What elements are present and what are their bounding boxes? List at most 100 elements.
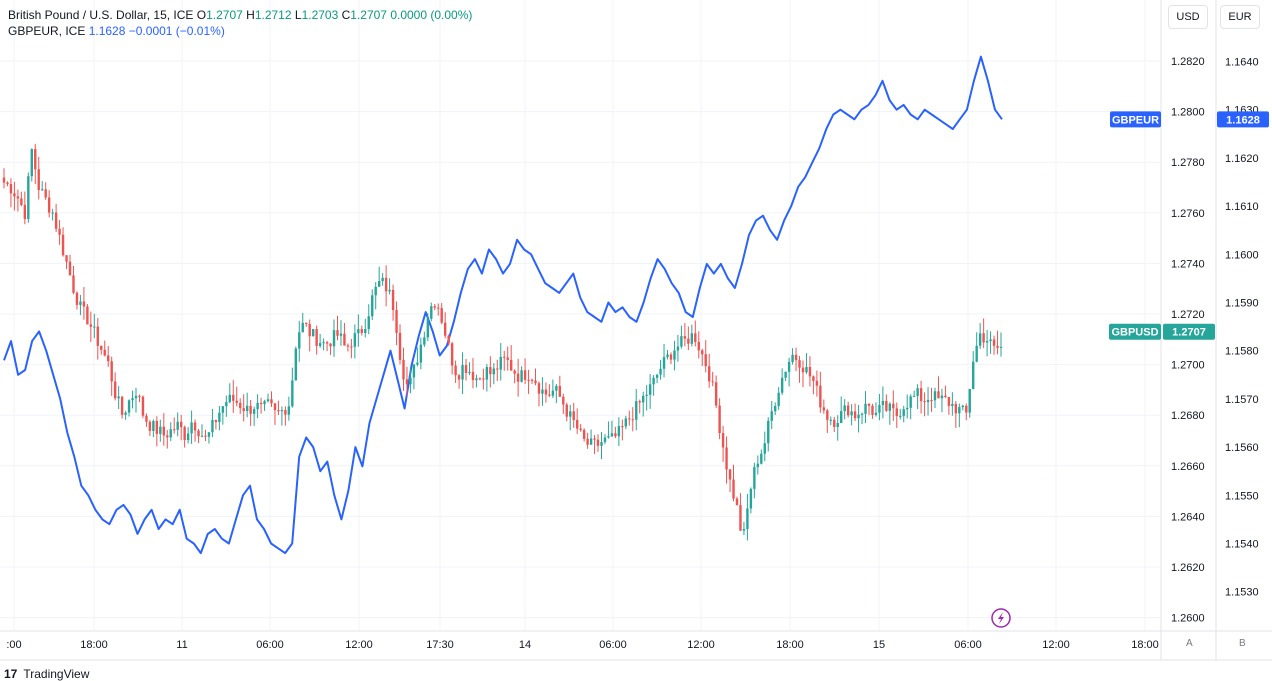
candle — [829, 416, 832, 426]
candle — [621, 419, 624, 441]
candle — [367, 304, 370, 335]
left-axis-tick: 1.2820 — [1171, 56, 1205, 68]
candle — [673, 340, 676, 371]
candle — [23, 191, 27, 225]
candle — [836, 415, 839, 441]
candle — [242, 394, 245, 422]
candle — [753, 462, 756, 499]
candle — [353, 324, 357, 359]
candle — [388, 278, 391, 295]
candle — [16, 189, 20, 212]
x-axis-tick: 12:00 — [1042, 639, 1070, 651]
candle — [996, 330, 999, 355]
candle — [374, 282, 377, 310]
open-label: O — [196, 8, 207, 22]
gbpeur-price-tag: GBPEUR 1.1628 — [1110, 111, 1269, 128]
candle — [447, 334, 450, 346]
x-axis-tick: :00 — [6, 639, 21, 651]
candle — [603, 434, 607, 445]
candle — [377, 266, 381, 287]
candle — [197, 429, 200, 444]
change-value: 0.0000 (0.00%) — [390, 8, 473, 22]
candle — [72, 266, 75, 295]
candle — [371, 289, 374, 321]
candle — [718, 398, 721, 440]
candle — [200, 424, 204, 438]
candle — [892, 390, 895, 421]
right-axis-tag[interactable]: B — [1239, 638, 1246, 649]
right-axis-tick: 1.1540 — [1225, 539, 1259, 551]
candle — [252, 406, 256, 426]
candle — [582, 428, 586, 442]
candle — [690, 324, 694, 347]
candle — [978, 323, 982, 349]
candle — [225, 395, 228, 417]
candle — [193, 419, 197, 442]
candle — [291, 367, 294, 408]
candle — [780, 368, 784, 395]
lightning-icon[interactable] — [991, 608, 1011, 628]
candle — [27, 172, 30, 223]
candle — [263, 399, 266, 411]
candle — [610, 420, 614, 438]
candle — [746, 494, 749, 541]
candle — [784, 371, 787, 382]
left-axis-tag[interactable]: A — [1186, 638, 1193, 649]
chart-legend: British Pound / U.S. Dollar, 15, ICE O1.… — [8, 7, 472, 39]
candle — [596, 434, 600, 452]
candle — [287, 396, 291, 421]
candle — [631, 407, 634, 432]
symbol-name[interactable]: British Pound / U.S. Dollar, 15, ICE — [8, 8, 194, 22]
candle — [301, 312, 304, 333]
candle — [916, 384, 919, 410]
candle — [843, 399, 846, 420]
right-axis-tick: 1.1610 — [1225, 201, 1259, 213]
candle — [61, 227, 65, 257]
candle — [812, 375, 815, 395]
candle — [159, 419, 162, 442]
candle — [256, 394, 259, 419]
candle — [131, 390, 134, 409]
candle — [742, 521, 746, 536]
candle — [923, 392, 926, 417]
candle — [888, 402, 892, 425]
logo-text: TradingView — [23, 667, 90, 681]
candle — [384, 265, 388, 307]
candle — [777, 387, 780, 410]
right-axis-tick: 1.1620 — [1225, 153, 1259, 165]
candle — [211, 408, 214, 438]
left-axis-tick: 1.2660 — [1171, 461, 1205, 473]
compare-name[interactable]: GBPEUR, ICE — [8, 24, 86, 38]
candle — [523, 358, 527, 385]
candle — [273, 403, 277, 425]
main-symbol-legend: British Pound / U.S. Dollar, 15, ICE O1.… — [8, 7, 472, 23]
candle — [280, 406, 284, 426]
candle — [41, 181, 44, 191]
candle — [412, 363, 416, 390]
usd-axis-button[interactable]: USD — [1168, 5, 1208, 29]
candle — [475, 374, 478, 388]
x-axis-tick: 06:00 — [256, 639, 284, 651]
candle — [214, 419, 218, 430]
x-axis-tick: 18:00 — [80, 639, 108, 651]
candle — [169, 422, 172, 442]
candle — [357, 314, 360, 347]
candle — [409, 366, 412, 394]
tradingview-logo[interactable]: 17 TradingView — [4, 667, 89, 681]
candle — [569, 404, 572, 431]
candle — [763, 431, 766, 462]
eur-axis-button[interactable]: EUR — [1220, 5, 1260, 29]
left-axis-tick: 1.2740 — [1171, 258, 1205, 270]
right-axis-tick: 1.1530 — [1225, 587, 1259, 599]
candle — [919, 380, 923, 414]
candle — [516, 358, 520, 397]
candle — [982, 318, 985, 349]
candle — [965, 403, 968, 421]
x-axis-tick: 11 — [176, 639, 187, 651]
candle — [714, 375, 718, 409]
candle — [329, 343, 332, 355]
candle — [339, 320, 343, 346]
candle — [433, 303, 436, 311]
candle — [628, 410, 631, 426]
